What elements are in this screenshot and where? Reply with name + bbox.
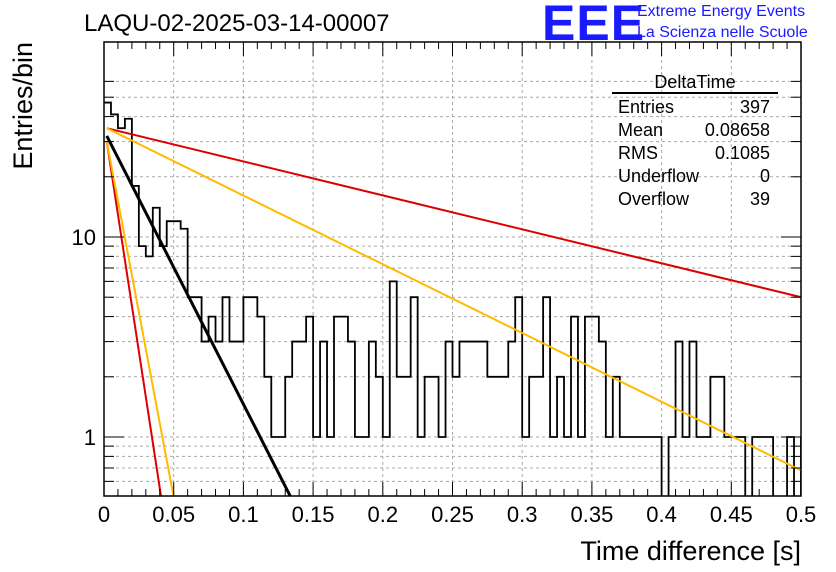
stat-label: Mean (618, 120, 664, 140)
stat-row-overflow: Overflow 39 (612, 188, 778, 211)
x-tick-label: 0.2 (368, 502, 399, 527)
x-tick-label: 0.45 (710, 502, 753, 527)
chart-title: LAQU-02-2025-03-14-00007 (84, 10, 390, 37)
stat-value: 39 (749, 189, 770, 209)
stat-value: 0 (759, 166, 770, 186)
x-tick-label: 0.1 (228, 502, 259, 527)
y-tick-label: 1 (84, 425, 96, 450)
x-tick-label: 0.05 (152, 502, 195, 527)
stat-value: 0.1085 (714, 143, 770, 163)
x-tick-label: 0.35 (570, 502, 613, 527)
x-tick-label: 0.3 (507, 502, 538, 527)
stat-label: RMS (618, 143, 658, 163)
stat-row-entries: Entries 397 (612, 96, 778, 119)
x-tick-label: 0 (98, 502, 110, 527)
fit-curve-2 (106, 127, 801, 472)
stat-label: Underflow (618, 166, 700, 186)
histogram-series (104, 101, 801, 496)
y-axis-label: Entries/bin (8, 42, 38, 170)
fit-curve-1 (106, 127, 801, 299)
stat-value: 397 (739, 97, 770, 117)
eee-logo-line1: Extreme Energy Events (637, 3, 806, 20)
stats-title: DeltaTime (612, 72, 778, 94)
x-tick-label: 0.5 (786, 502, 817, 527)
fit-curve-0 (105, 135, 292, 496)
stat-value: 0.08658 (704, 120, 770, 140)
stat-label: Overflow (618, 189, 690, 209)
stat-row-rms: RMS 0.1085 (612, 142, 778, 165)
x-tick-label: 0.4 (646, 502, 677, 527)
x-axis-label: Time difference [s] (580, 536, 801, 566)
x-tick-label: 0.25 (431, 502, 474, 527)
stat-row-mean: Mean 0.08658 (612, 119, 778, 142)
fit-curve-4 (105, 141, 175, 496)
eee-logo-line2: La Scienza nelle Scuole (637, 24, 808, 41)
stat-row-underflow: Underflow 0 (612, 165, 778, 188)
stats-box: DeltaTime Entries 397 Mean 0.08658 RMS 0… (612, 72, 778, 211)
x-tick-label: 0.15 (292, 502, 335, 527)
stat-label: Entries (618, 97, 675, 117)
fit-curve-3 (105, 141, 162, 496)
eee-logo: EEE (542, 0, 646, 51)
y-tick-label: 10 (72, 225, 96, 250)
